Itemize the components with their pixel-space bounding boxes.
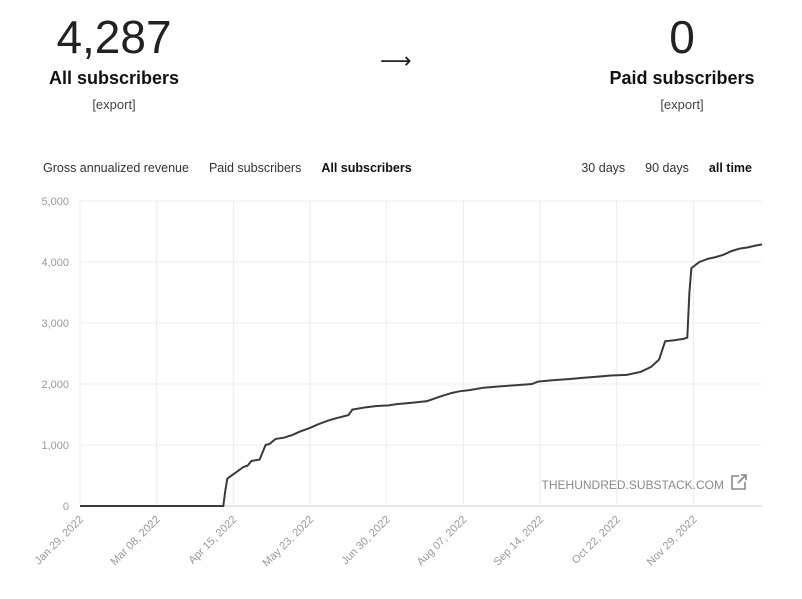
x-tick-label: Apr 15, 2022 xyxy=(186,514,239,567)
x-tick-label: Sep 14, 2022 xyxy=(491,514,546,569)
y-tick-label: 2,000 xyxy=(41,379,69,391)
all-subscribers-export-link[interactable]: [export] xyxy=(92,97,136,112)
paid-subscribers-label: Paid subscribers xyxy=(609,68,755,88)
tab-90-days[interactable]: 90 days xyxy=(645,161,689,175)
paid-subscribers-stat: 0 Paid subscribers [export] xyxy=(572,10,792,112)
x-tick-label: Oct 22, 2022 xyxy=(570,514,623,567)
all-subscribers-stat: 4,287 All subscribers [export] xyxy=(4,10,224,112)
x-tick-label: May 23, 2022 xyxy=(261,514,317,570)
metric-tabs: Gross annualized revenue Paid subscriber… xyxy=(43,161,412,175)
all-subscribers-label: All subscribers xyxy=(48,68,180,88)
y-tick-label: 4,000 xyxy=(41,257,69,269)
tab-gross-annualized-revenue[interactable]: Gross annualized revenue xyxy=(43,161,189,175)
paid-subscribers-count: 0 xyxy=(669,11,695,63)
x-tick-label: Jun 30, 2022 xyxy=(339,514,392,567)
external-link-icon[interactable] xyxy=(731,474,747,490)
all-subscribers-series-line xyxy=(80,243,763,507)
all-subscribers-count: 4,287 xyxy=(56,11,172,63)
tab-all-time[interactable]: all time xyxy=(708,161,752,175)
tab-all-subscribers[interactable]: All subscribers xyxy=(321,161,412,175)
tab-paid-subscribers[interactable]: Paid subscribers xyxy=(208,161,302,175)
x-tick-label: Nov 29, 2022 xyxy=(645,514,700,569)
range-tabs: 30 days 90 days all time xyxy=(581,161,752,175)
tab-30-days[interactable]: 30 days xyxy=(581,161,626,175)
x-tick-label: Mar 08, 2022 xyxy=(108,514,162,568)
paid-subscribers-export-link[interactable]: [export] xyxy=(660,97,704,112)
y-tick-label: 0 xyxy=(63,501,69,513)
x-tick-label: Jan 29, 2022 xyxy=(33,514,86,567)
arrow-right-icon: ⟶ xyxy=(380,48,412,73)
y-tick-label: 3,000 xyxy=(41,318,69,330)
y-tick-label: 1,000 xyxy=(41,440,69,452)
x-tick-label: Aug 07, 2022 xyxy=(415,514,470,569)
y-tick-label: 5,000 xyxy=(41,196,69,208)
publication-watermark: THEHUNDRED.SUBSTACK.COM xyxy=(542,478,724,492)
